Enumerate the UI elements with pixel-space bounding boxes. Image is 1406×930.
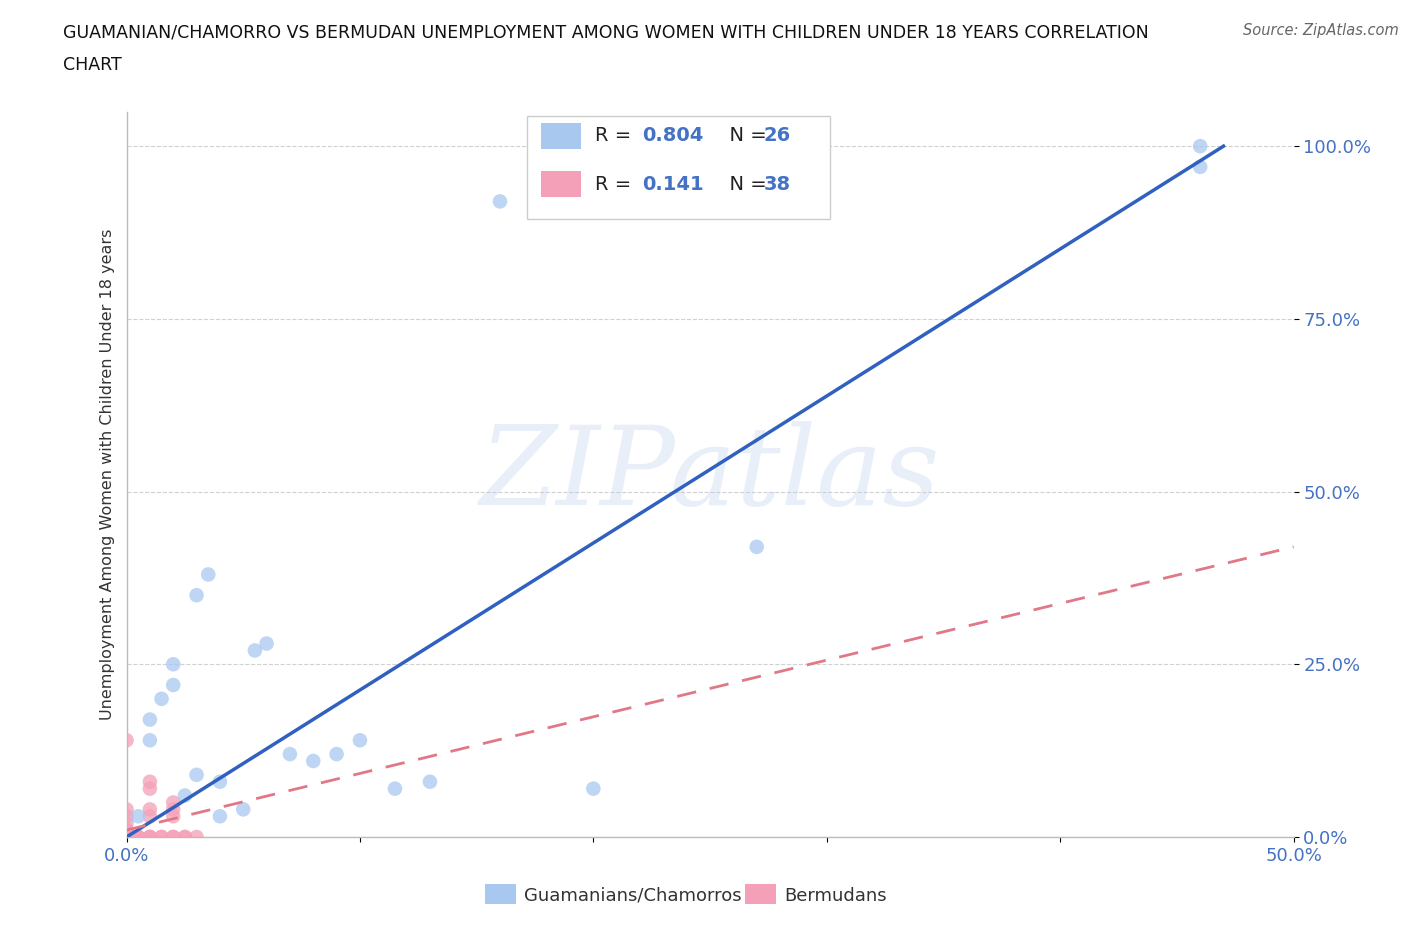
Point [582, 781, 605, 796]
Point [127, 830, 149, 844]
Text: 38: 38 [763, 175, 790, 193]
Text: GUAMANIAN/CHAMORRO VS BERMUDAN UNEMPLOYMENT AMONG WOMEN WITH CHILDREN UNDER 18 Y: GUAMANIAN/CHAMORRO VS BERMUDAN UNEMPLOYM… [63, 23, 1149, 41]
Text: CHART: CHART [63, 56, 122, 73]
Text: 26: 26 [763, 126, 790, 145]
Point [174, 830, 197, 844]
Point [186, 588, 208, 603]
Point [127, 830, 149, 844]
Point [127, 830, 149, 844]
Point [115, 733, 138, 748]
Text: R =: R = [595, 175, 644, 193]
Point [115, 830, 138, 844]
Point [162, 809, 184, 824]
Point [139, 830, 162, 844]
Point [115, 823, 138, 838]
Point [302, 753, 325, 768]
Point [115, 830, 138, 844]
Point [115, 830, 138, 844]
Y-axis label: Unemployment Among Women with Children Under 18 years: Unemployment Among Women with Children U… [100, 229, 115, 720]
Text: Guamanians/Chamorros: Guamanians/Chamorros [524, 886, 742, 905]
Point [197, 567, 219, 582]
Point [745, 539, 768, 554]
Text: Source: ZipAtlas.com: Source: ZipAtlas.com [1243, 23, 1399, 38]
Point [115, 830, 138, 844]
Point [174, 788, 197, 803]
Point [208, 809, 231, 824]
Point [419, 775, 441, 790]
Point [115, 830, 138, 844]
Point [150, 830, 173, 844]
Text: R =: R = [595, 126, 637, 145]
Point [139, 809, 162, 824]
Point [1189, 159, 1212, 174]
Point [139, 781, 162, 796]
Point [162, 678, 184, 693]
Point [162, 657, 184, 671]
Point [115, 830, 138, 844]
Point [115, 823, 138, 838]
Point [186, 830, 208, 844]
Text: Bermudans: Bermudans [785, 886, 887, 905]
Point [208, 775, 231, 790]
Point [489, 194, 512, 209]
Text: N =: N = [717, 126, 773, 145]
Text: ZIPatlas: ZIPatlas [479, 420, 941, 528]
Point [349, 733, 371, 748]
Point [256, 636, 278, 651]
Point [127, 809, 149, 824]
Point [139, 712, 162, 727]
Point [139, 733, 162, 748]
Point [1189, 139, 1212, 153]
Point [174, 830, 197, 844]
Point [186, 767, 208, 782]
Point [115, 830, 138, 844]
Point [243, 643, 266, 658]
Point [162, 830, 184, 844]
Point [115, 802, 138, 817]
Point [139, 830, 162, 844]
Point [150, 830, 173, 844]
Point [162, 802, 184, 817]
Point [384, 781, 406, 796]
Point [115, 830, 138, 844]
Text: N =: N = [717, 175, 773, 193]
Point [232, 802, 254, 817]
Point [115, 830, 138, 844]
Point [162, 795, 184, 810]
Point [139, 802, 162, 817]
Point [278, 747, 301, 762]
Point [325, 747, 347, 762]
Point [150, 691, 173, 706]
Point [139, 775, 162, 790]
Point [162, 830, 184, 844]
Text: 0.804: 0.804 [643, 126, 704, 145]
Point [115, 830, 138, 844]
Point [115, 809, 138, 824]
Point [139, 830, 162, 844]
Point [115, 816, 138, 830]
Text: 0.141: 0.141 [643, 175, 704, 193]
Point [115, 830, 138, 844]
Point [115, 830, 138, 844]
